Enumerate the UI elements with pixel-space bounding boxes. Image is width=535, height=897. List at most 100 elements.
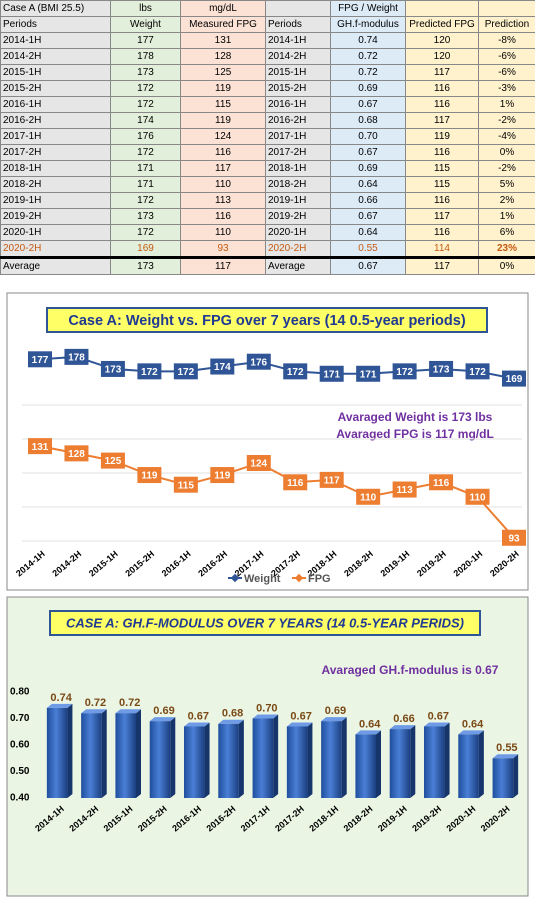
table-cell: 2019-2H (265, 208, 331, 225)
data-marker (429, 474, 454, 491)
table-cell: 2018-2H (265, 176, 331, 193)
table-row: 2016-1H 172 115 2016-1H 0.67 116 1% (0, 96, 535, 113)
data-marker (173, 476, 198, 493)
bar (252, 718, 274, 798)
table-row: 2018-1H 171 117 2018-1H 0.69 115 -2% (0, 160, 535, 177)
data-marker (173, 363, 198, 380)
table-cell: 0.67 (330, 96, 406, 113)
table-cell: -6% (478, 64, 535, 81)
data-label: 119 (214, 471, 231, 482)
table-cell: 117 (405, 256, 479, 275)
data-label: 177 (32, 355, 49, 366)
table-cell: -3% (478, 80, 535, 97)
table-cell: 2020-1H (265, 224, 331, 241)
data-label: 0.72 (85, 697, 106, 709)
chart-frame (6, 292, 529, 591)
table-cell: 117 (405, 208, 479, 225)
data-label: 0.64 (359, 718, 381, 730)
bar (81, 713, 102, 798)
data-label: 0.74 (50, 692, 72, 704)
bar-side (410, 725, 416, 798)
data-marker (28, 351, 52, 368)
data-label: 172 (469, 367, 486, 378)
table-cell: 2018-1H (265, 160, 331, 177)
table-cell: 178 (110, 48, 181, 65)
bar (492, 758, 514, 798)
table-cell: 2018-1H (0, 160, 111, 177)
bar-side (204, 722, 210, 798)
table-cell: 0.67 (330, 208, 406, 225)
data-marker (502, 529, 526, 546)
annotation: Avaraged FPG is 117 mg/dL (336, 427, 494, 441)
table-cell: 128 (180, 48, 266, 65)
table-cell (478, 0, 535, 17)
table-cell: 0.66 (330, 192, 406, 209)
data-marker (465, 363, 490, 380)
chart-title-box (46, 307, 488, 333)
data-label: 171 (360, 369, 377, 380)
table-row: Average 173 117 Average 0.67 117 0% (0, 256, 535, 275)
bar-side (478, 730, 484, 798)
table-cell: 2016-2H (0, 112, 111, 129)
table-cell: 169 (110, 240, 181, 258)
data-label: 0.67 (188, 710, 209, 722)
data-marker (502, 370, 526, 387)
data-label: 116 (433, 478, 450, 489)
data-marker (100, 360, 125, 377)
bar (355, 734, 376, 798)
data-marker (429, 360, 454, 377)
data-label: 169 (506, 374, 523, 385)
bar-side (136, 709, 141, 798)
table-cell: 0.69 (330, 80, 406, 97)
y-tick-label: 0.80 (10, 687, 30, 698)
data-label: 0.67 (290, 710, 311, 722)
bar-side (513, 754, 519, 798)
bar-side (238, 719, 244, 798)
table-row: 2017-2H 172 116 2017-2H 0.67 116 0% (0, 144, 535, 161)
table-cell: 2014-2H (265, 48, 331, 65)
data-label: 119 (141, 471, 158, 482)
data-marker (356, 365, 381, 382)
data-label: 110 (469, 492, 486, 503)
data-label: 171 (323, 369, 340, 380)
bar-top (458, 730, 484, 735)
table-cell: 176 (110, 128, 181, 145)
data-label: 174 (214, 362, 231, 373)
data-label: 0.69 (153, 705, 174, 717)
table-cell: 2017-2H (265, 144, 331, 161)
table-cell: 117 (405, 112, 479, 129)
table-row: 2019-2H 173 116 2019-2H 0.67 117 1% (0, 208, 535, 225)
data-marker (356, 488, 381, 505)
bar-top (218, 719, 244, 724)
data-marker (465, 488, 490, 505)
table-cell: Prediction (478, 16, 535, 33)
bar (115, 713, 136, 798)
bar-side (444, 722, 450, 798)
data-label: 172 (396, 367, 413, 378)
table-cell: 171 (110, 176, 181, 193)
bar-top (355, 730, 381, 735)
data-label: 176 (250, 357, 267, 368)
table-row: 2015-1H 173 125 2015-1H 0.72 117 -6% (0, 64, 535, 81)
table-cell: Measured FPG (180, 16, 266, 33)
table-row: 2014-1H 177 131 2014-1H 0.74 120 -8% (0, 32, 535, 49)
legend-marker (294, 573, 304, 583)
table-cell: 0.70 (330, 128, 406, 145)
data-label: 110 (360, 492, 377, 503)
data-marker (100, 452, 125, 469)
annotation: Avaraged GH.f-modulus is 0.67 (322, 663, 499, 677)
table-cell: -6% (478, 48, 535, 65)
table-row: 2020-1H 172 110 2020-1H 0.64 116 6% (0, 224, 535, 241)
data-marker (283, 363, 308, 380)
table-cell: 0.69 (330, 160, 406, 177)
table-cell: 2017-2H (0, 144, 111, 161)
data-marker (246, 455, 271, 471)
bar-top (492, 754, 519, 759)
table-cell: 115 (180, 96, 266, 113)
bar-top (286, 722, 313, 727)
table-cell: 116 (405, 144, 479, 161)
table-cell: 172 (110, 96, 181, 113)
bar-side (170, 717, 176, 798)
table-cell: Periods (265, 16, 331, 33)
table-cell: 172 (110, 192, 181, 209)
